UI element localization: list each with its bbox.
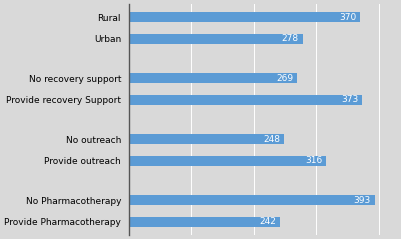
Bar: [128, 73, 296, 83]
Bar: [128, 95, 361, 105]
Bar: [128, 34, 302, 44]
Text: 269: 269: [275, 74, 293, 83]
Bar: [128, 156, 326, 166]
Text: 373: 373: [340, 95, 358, 104]
Text: 248: 248: [263, 135, 279, 144]
Text: 242: 242: [259, 217, 276, 226]
Text: 278: 278: [281, 34, 298, 43]
Bar: [128, 12, 359, 22]
Text: 316: 316: [305, 156, 322, 165]
Bar: [128, 195, 374, 205]
Text: 370: 370: [338, 13, 356, 22]
Bar: [128, 217, 279, 227]
Text: 393: 393: [353, 196, 370, 205]
Bar: [128, 134, 283, 144]
